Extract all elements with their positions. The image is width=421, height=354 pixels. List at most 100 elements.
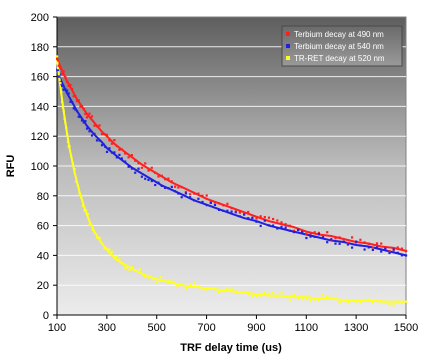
data-point-terbium-decay-at-490-nm [72, 95, 75, 98]
data-point-terbium-decay-at-540-nm [201, 200, 204, 204]
data-point-terbium-decay-at-540-nm [164, 186, 167, 189]
data-points [56, 55, 408, 307]
data-point-terbium-decay-at-540-nm [301, 230, 304, 234]
data-point-tr-ret-decay-at-520-nm [375, 299, 379, 302]
data-point-terbium-decay-at-490-nm [375, 242, 379, 245]
data-point-tr-ret-decay-at-520-nm [263, 291, 266, 294]
data-point-terbium-decay-at-490-nm [71, 87, 74, 90]
data-point-terbium-decay-at-540-nm [154, 183, 157, 187]
data-point-tr-ret-decay-at-520-nm [123, 266, 126, 269]
y-tick-label: 60 [37, 221, 49, 233]
data-point-terbium-decay-at-490-nm [82, 108, 85, 111]
data-point-tr-ret-decay-at-520-nm [63, 117, 66, 120]
data-point-terbium-decay-at-540-nm [209, 201, 212, 204]
y-tick-label: 180 [31, 42, 49, 54]
data-point-terbium-decay-at-490-nm [118, 148, 121, 151]
data-point-terbium-decay-at-490-nm [180, 186, 183, 189]
data-point-terbium-decay-at-490-nm [157, 175, 160, 178]
data-point-terbium-decay-at-490-nm [259, 215, 262, 218]
data-point-terbium-decay-at-490-nm [93, 124, 96, 127]
data-point-terbium-decay-at-490-nm [226, 202, 229, 205]
data-point-tr-ret-decay-at-520-nm [83, 209, 86, 212]
x-tick-label: 1500 [394, 322, 418, 334]
data-point-terbium-decay-at-490-nm [272, 217, 275, 221]
data-point-terbium-decay-at-540-nm [95, 139, 99, 142]
data-point-terbium-decay-at-540-nm [56, 68, 59, 72]
data-point-tr-ret-decay-at-520-nm [334, 297, 337, 300]
data-point-tr-ret-decay-at-520-nm [58, 79, 61, 82]
data-point-tr-ret-decay-at-520-nm [392, 304, 395, 307]
data-point-terbium-decay-at-540-nm [157, 181, 160, 184]
data-point-terbium-decay-at-540-nm [243, 213, 246, 216]
y-tick-label: 200 [31, 12, 49, 24]
data-point-tr-ret-decay-at-520-nm [86, 213, 89, 216]
data-point-terbium-decay-at-490-nm [342, 238, 345, 241]
x-tick-label: 1100 [294, 322, 318, 334]
data-point-terbium-decay-at-490-nm [363, 241, 366, 244]
data-point-terbium-decay-at-540-nm [134, 171, 137, 174]
data-point-terbium-decay-at-490-nm [137, 162, 140, 165]
legend-marker [286, 44, 290, 48]
data-point-tr-ret-decay-at-520-nm [359, 301, 362, 304]
data-point-tr-ret-decay-at-520-nm [218, 291, 221, 294]
data-point-terbium-decay-at-540-nm [230, 210, 233, 213]
legend: Terbium decay at 490 nm Terbium decay at … [281, 25, 403, 67]
data-point-tr-ret-decay-at-520-nm [91, 228, 94, 231]
data-point-terbium-decay-at-540-nm [64, 88, 67, 91]
data-point-terbium-decay-at-540-nm [359, 244, 362, 247]
data-point-terbium-decay-at-490-nm [88, 112, 91, 115]
data-point-tr-ret-decay-at-520-nm [226, 287, 229, 290]
data-point-tr-ret-decay-at-520-nm [120, 262, 123, 265]
data-point-tr-ret-decay-at-520-nm [115, 255, 118, 258]
data-point-tr-ret-decay-at-520-nm [95, 236, 99, 239]
data-point-tr-ret-decay-at-520-nm [222, 290, 225, 293]
data-point-terbium-decay-at-490-nm [247, 210, 250, 214]
data-point-terbium-decay-at-540-nm [57, 75, 60, 78]
data-point-tr-ret-decay-at-520-nm [75, 180, 78, 183]
legend-box [281, 25, 403, 67]
data-point-terbium-decay-at-490-nm [102, 132, 105, 135]
data-point-terbium-decay-at-540-nm [72, 107, 75, 110]
data-point-terbium-decay-at-490-nm [338, 236, 341, 239]
data-point-tr-ret-decay-at-520-nm [380, 299, 383, 302]
data-point-terbium-decay-at-540-nm [247, 217, 250, 220]
data-point-tr-ret-decay-at-520-nm [66, 140, 69, 143]
x-tick-label: 300 [98, 322, 116, 334]
y-axis-title: RFU [5, 155, 17, 178]
data-point-terbium-decay-at-540-nm [218, 208, 221, 211]
data-point-terbium-decay-at-540-nm [184, 192, 187, 195]
data-point-terbium-decay-at-540-nm [234, 211, 237, 214]
data-point-tr-ret-decay-at-520-nm [90, 223, 93, 226]
data-point-tr-ret-decay-at-520-nm [73, 168, 76, 171]
data-point-tr-ret-decay-at-520-nm [81, 204, 84, 207]
data-point-tr-ret-decay-at-520-nm [238, 291, 241, 294]
data-point-tr-ret-decay-at-520-nm [85, 209, 88, 212]
data-point-terbium-decay-at-540-nm [110, 151, 113, 154]
data-point-terbium-decay-at-540-nm [384, 247, 387, 250]
data-point-terbium-decay-at-540-nm [85, 127, 89, 130]
data-point-terbium-decay-at-490-nm [69, 83, 72, 87]
data-point-terbium-decay-at-540-nm [130, 167, 133, 170]
data-point-terbium-decay-at-490-nm [160, 174, 163, 177]
data-point-tr-ret-decay-at-520-nm [201, 287, 204, 291]
data-point-tr-ret-decay-at-520-nm [363, 298, 366, 302]
data-point-tr-ret-decay-at-520-nm [272, 291, 275, 294]
data-point-terbium-decay-at-490-nm [313, 231, 316, 234]
data-point-terbium-decay-at-490-nm [64, 75, 67, 79]
y-tick-label: 80 [37, 191, 49, 203]
data-point-terbium-decay-at-490-nm [392, 249, 395, 252]
data-point-tr-ret-decay-at-520-nm [317, 298, 320, 301]
data-point-terbium-decay-at-540-nm [380, 250, 383, 253]
data-point-tr-ret-decay-at-520-nm [172, 280, 175, 283]
data-point-terbium-decay-at-490-nm [238, 211, 241, 214]
data-point-terbium-decay-at-490-nm [140, 166, 143, 169]
data-point-tr-ret-decay-at-520-nm [321, 294, 325, 297]
data-point-terbium-decay-at-540-nm [292, 231, 295, 234]
data-point-terbium-decay-at-540-nm [213, 203, 217, 206]
axes: 0 20 40 60 80 100 120 140 160 180 200 100 300 500 700 9… [31, 12, 419, 334]
data-point-terbium-decay-at-490-nm [280, 221, 283, 224]
data-point-terbium-decay-at-540-nm [317, 232, 320, 236]
data-point-tr-ret-decay-at-520-nm [59, 82, 62, 85]
data-point-tr-ret-decay-at-520-nm [113, 257, 116, 260]
data-point-tr-ret-decay-at-520-nm [164, 279, 167, 282]
